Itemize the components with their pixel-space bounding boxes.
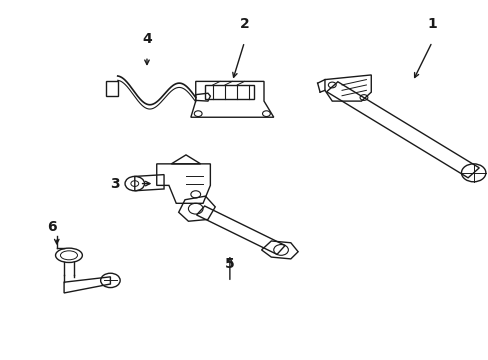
Text: 6: 6 (47, 220, 57, 234)
Text: 3: 3 (110, 177, 120, 190)
Bar (105, 81, 118, 96)
Text: 5: 5 (224, 257, 234, 271)
Text: 4: 4 (142, 32, 152, 45)
Text: 1: 1 (427, 17, 436, 31)
Text: 2: 2 (239, 17, 249, 31)
